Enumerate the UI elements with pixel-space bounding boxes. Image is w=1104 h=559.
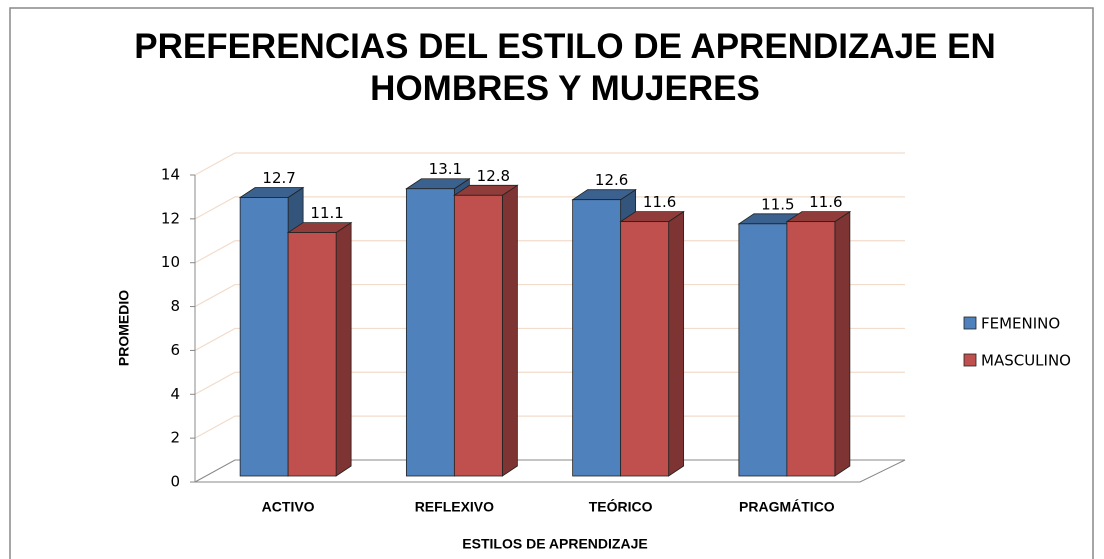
x-axis-label: ESTILOS DE APRENDIZAJE [462, 536, 647, 552]
y-axis-label: PROMEDIO [116, 290, 132, 366]
bar-front [572, 199, 622, 477]
grid-line [194, 152, 905, 176]
bar-side [668, 210, 685, 477]
x-tick-label: ACTIVO [262, 499, 315, 515]
y-tick-label: 6 [170, 341, 180, 359]
y-tick-label: 12 [161, 209, 180, 227]
bar-front [786, 221, 836, 477]
bar-front [738, 223, 788, 477]
bar [619, 210, 685, 477]
value-label: 11.1 [310, 204, 343, 222]
y-tick-label: 10 [161, 253, 180, 271]
y-tick-label: 8 [170, 297, 180, 315]
x-tick-label: PRAGMÁTICO [739, 499, 835, 515]
bar-front [287, 232, 337, 477]
value-label: 11.6 [809, 193, 842, 211]
value-label: 13.1 [429, 160, 462, 178]
legend-swatch [963, 353, 977, 367]
bar-front [453, 194, 503, 477]
bar [453, 184, 519, 477]
y-tick-label: 0 [170, 473, 180, 491]
legend-swatch [963, 316, 977, 330]
chart-title: PREFERENCIAS DEL ESTILO DE APRENDIZAJE E… [134, 27, 996, 108]
bar-front [620, 221, 670, 477]
bar [286, 221, 353, 477]
value-label: 12.8 [477, 167, 510, 185]
value-label: 11.6 [643, 193, 676, 211]
value-label: 12.6 [595, 171, 628, 189]
x-tick-label: REFLEXIVO [415, 499, 494, 515]
value-label: 12.7 [262, 169, 295, 187]
bar-side [834, 210, 851, 477]
bar-side [335, 221, 352, 477]
bar-front [239, 197, 289, 477]
x-tick-label: TEÓRICO [589, 498, 653, 515]
bar [785, 210, 852, 477]
y-tick-label: 2 [170, 429, 180, 447]
floor [194, 459, 906, 483]
y-tick-label: 4 [170, 385, 180, 403]
bar-side [501, 184, 518, 477]
legend-label: MASCULINO [981, 352, 1071, 370]
grid-line [194, 196, 905, 220]
legend-label: FEMENINO [981, 315, 1060, 333]
y-tick-label: 14 [161, 166, 180, 184]
bar-front [405, 188, 455, 477]
chart-border [9, 7, 1094, 559]
value-label: 11.5 [761, 195, 794, 213]
